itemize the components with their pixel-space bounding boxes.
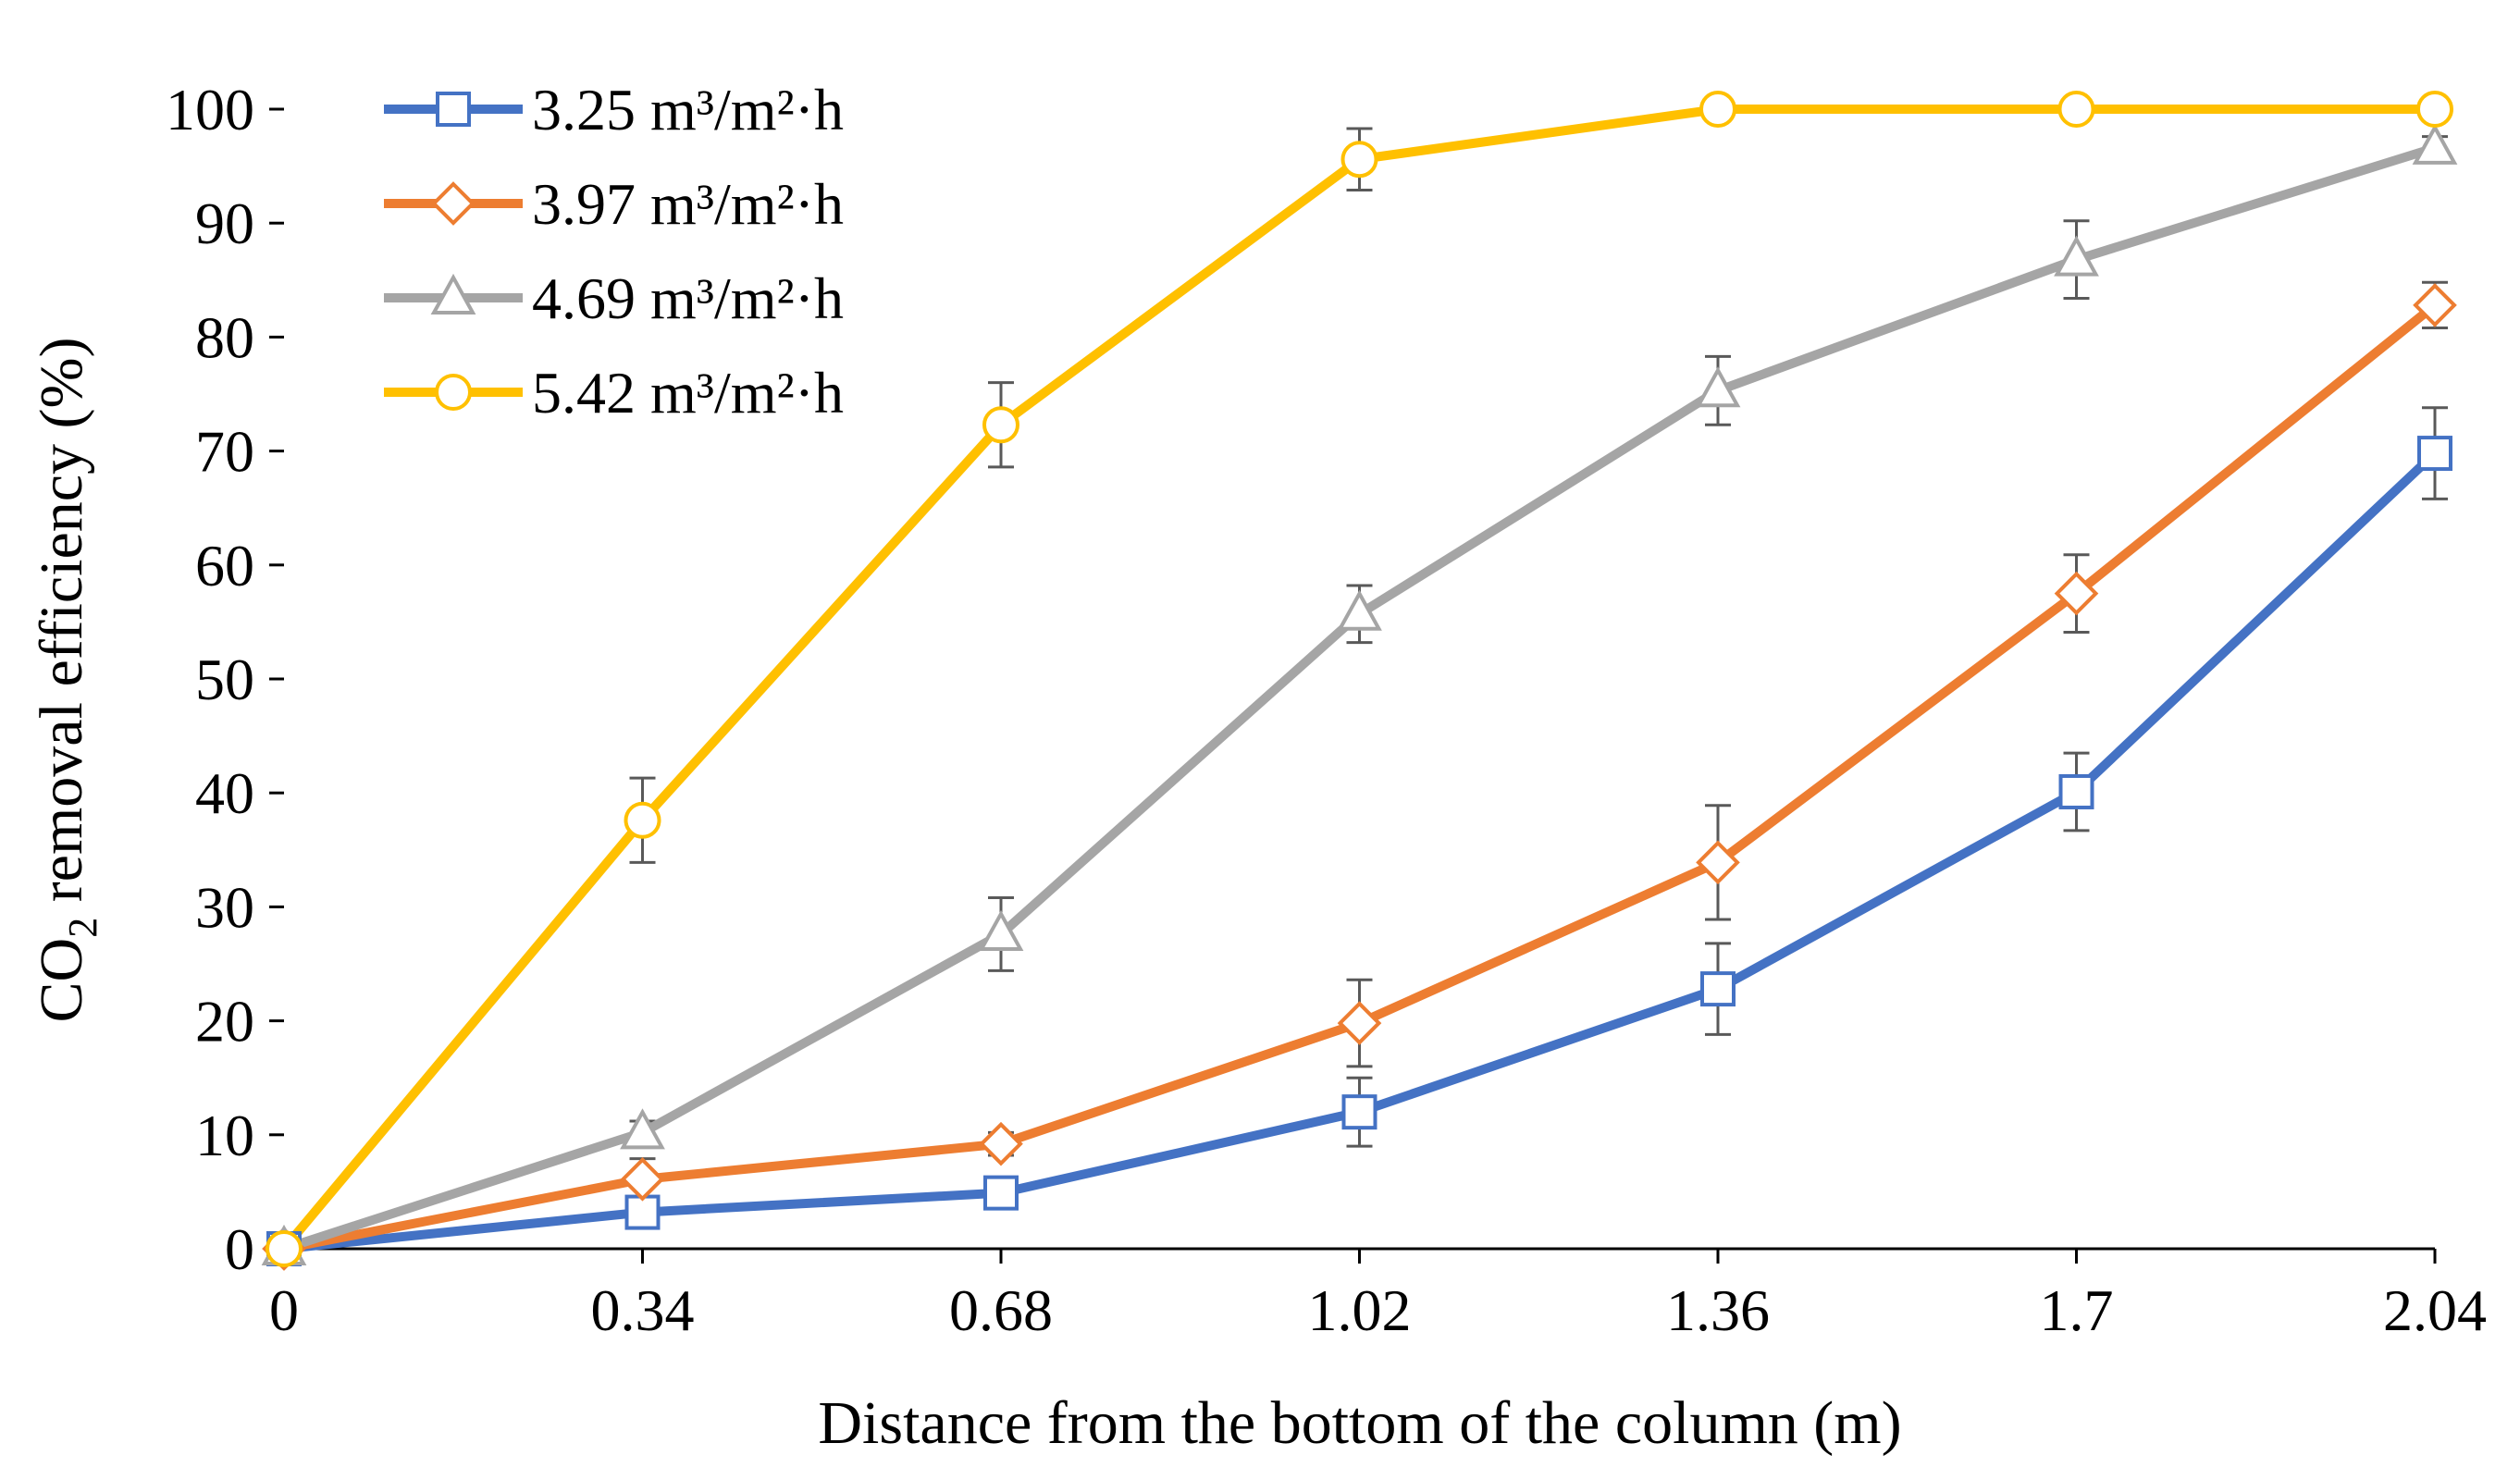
data-point-2	[979, 1121, 1023, 1166]
y-tick-label: 10	[195, 1103, 254, 1168]
y-tick-label: 50	[195, 647, 254, 712]
legend-label: 4.69 m³/m²·h	[532, 265, 844, 331]
data-point-4	[1340, 141, 1378, 179]
data-point-3	[2054, 235, 2099, 277]
y-tick-label: 20	[195, 989, 254, 1054]
data-point-4	[266, 1230, 303, 1267]
y-tick-label: 70	[195, 419, 254, 485]
x-tick-label: 0.68	[949, 1277, 1053, 1343]
y-tick-label: 80	[195, 304, 254, 370]
y-axis-title-rest: removal efficiency (%)	[28, 338, 95, 918]
x-tick-label: 1.7	[2040, 1277, 2114, 1343]
data-point-2	[2413, 283, 2457, 327]
y-tick-label: 40	[195, 760, 254, 826]
legend: 3.25 m³/m²·h 3.97 m³/m²·h 4.69 m³/m²·h 5.42…	[384, 77, 844, 426]
data-point-2	[1337, 1001, 1382, 1045]
data-point-4	[624, 801, 661, 839]
y-axis-title-subscript: 2	[60, 918, 105, 938]
y-tick-label: 90	[195, 191, 254, 256]
series-markers-group	[261, 91, 2458, 1271]
data-point-4	[982, 406, 1019, 444]
data-point-3	[978, 909, 1024, 951]
x-axis-title: Distance from the bottom of the column (…	[818, 1389, 1901, 1457]
y-tick-label: 60	[195, 533, 254, 598]
data-point-2	[620, 1157, 665, 1202]
data-point-1	[2417, 436, 2452, 472]
y-axis-title-main: CO	[28, 938, 95, 1023]
data-point-3	[2412, 123, 2458, 165]
legend-label: 5.42 m³/m²·h	[532, 360, 844, 426]
data-point-1	[1341, 1094, 1377, 1130]
data-point-1	[983, 1175, 1019, 1211]
data-point-4	[2057, 91, 2095, 128]
data-point-3	[1337, 589, 1382, 631]
data-point-4	[1699, 91, 1736, 128]
x-tick-label: 1.02	[1308, 1277, 1412, 1343]
data-point-3	[620, 1108, 665, 1150]
x-tick-label: 1.36	[1666, 1277, 1770, 1343]
x-tick-label: 0	[269, 1277, 299, 1343]
data-point-1	[624, 1194, 661, 1230]
legend-label: 3.25 m³/m²·h	[532, 77, 844, 142]
data-point-3	[1695, 366, 1741, 408]
legend-swatch-marker	[430, 273, 476, 314]
data-point-2	[2054, 571, 2099, 616]
error-bars-group	[629, 127, 2448, 1226]
x-tick-label: 0.34	[591, 1277, 695, 1343]
legend-swatch-marker	[435, 374, 472, 411]
y-tick-label: 30	[195, 874, 254, 940]
axes-group: 0 0.34 0.68 1.02 1.36 1.7 2.04 0 10 20 30 40 50 60 70 8…	[166, 77, 2487, 1343]
legend-label: 3.97 m³/m²·h	[532, 171, 844, 237]
data-point-2	[1696, 840, 1740, 885]
x-tick-label: 2.04	[2383, 1277, 2487, 1343]
data-point-1	[2058, 773, 2094, 809]
data-point-1	[1700, 971, 1736, 1007]
y-tick-label: 100	[166, 77, 254, 142]
y-axis-title: CO2 removal efficiency (%)	[28, 338, 105, 1023]
legend-swatch-marker	[431, 181, 476, 226]
y-tick-label: 0	[225, 1216, 254, 1282]
legend-swatch-marker	[436, 92, 471, 127]
data-point-4	[2416, 91, 2453, 128]
